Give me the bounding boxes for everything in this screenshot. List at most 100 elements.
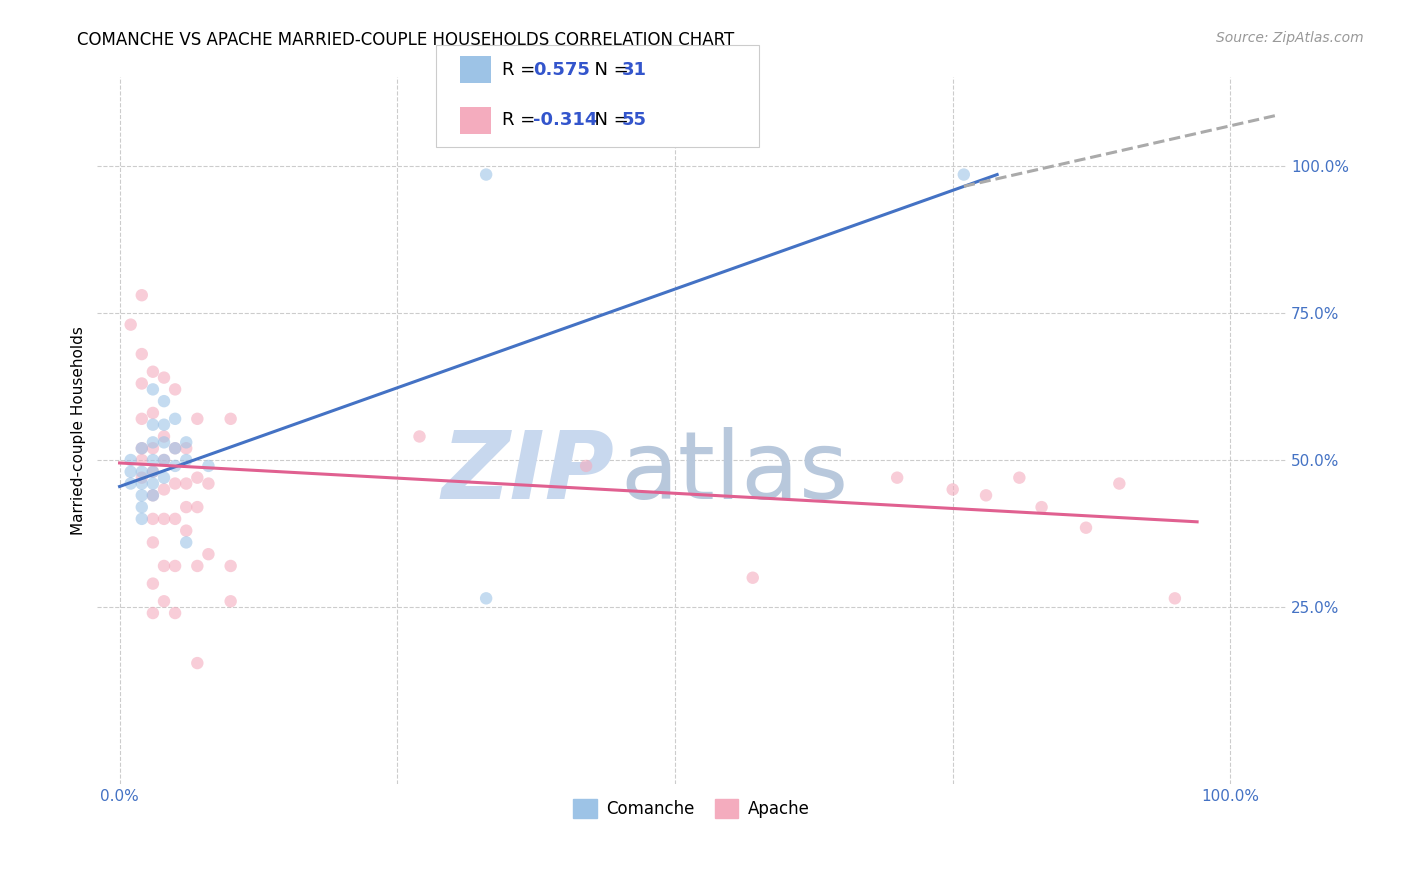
- Point: [142, 535, 165, 549]
- Point: [142, 606, 165, 620]
- Point: [942, 483, 965, 497]
- Point: [142, 576, 165, 591]
- Point: [153, 512, 176, 526]
- Text: 55: 55: [621, 112, 647, 129]
- Point: [165, 476, 187, 491]
- Point: [575, 458, 598, 473]
- Point: [131, 442, 153, 456]
- Point: [165, 558, 187, 573]
- Text: atlas: atlas: [620, 427, 849, 519]
- Point: [131, 465, 153, 479]
- Point: [131, 288, 153, 302]
- Point: [475, 168, 498, 182]
- Point: [952, 168, 974, 182]
- Point: [142, 417, 165, 432]
- Point: [165, 606, 187, 620]
- Point: [131, 476, 153, 491]
- Point: [174, 435, 197, 450]
- Point: [131, 347, 153, 361]
- Point: [186, 471, 208, 485]
- Point: [142, 453, 165, 467]
- Point: [219, 594, 242, 608]
- Point: [153, 453, 176, 467]
- Point: [142, 488, 165, 502]
- Point: [120, 318, 142, 332]
- Point: [165, 458, 187, 473]
- Point: [1008, 471, 1031, 485]
- Point: [153, 417, 176, 432]
- Point: [131, 488, 153, 502]
- Text: R =: R =: [502, 112, 541, 129]
- Point: [1108, 476, 1130, 491]
- Point: [1164, 591, 1187, 606]
- Point: [1074, 521, 1097, 535]
- Point: [219, 412, 242, 426]
- Point: [153, 594, 176, 608]
- Point: [120, 476, 142, 491]
- Point: [131, 471, 153, 485]
- Point: [131, 376, 153, 391]
- Point: [186, 412, 208, 426]
- Point: [174, 500, 197, 515]
- Legend: Comanche, Apache: Comanche, Apache: [567, 792, 817, 825]
- Point: [186, 558, 208, 573]
- Text: COMANCHE VS APACHE MARRIED-COUPLE HOUSEHOLDS CORRELATION CHART: COMANCHE VS APACHE MARRIED-COUPLE HOUSEH…: [77, 31, 734, 49]
- Point: [475, 591, 498, 606]
- Point: [974, 488, 997, 502]
- Point: [197, 547, 219, 561]
- Point: [153, 394, 176, 409]
- Point: [174, 535, 197, 549]
- Point: [142, 365, 165, 379]
- Point: [165, 512, 187, 526]
- Point: [153, 453, 176, 467]
- Point: [142, 406, 165, 420]
- Point: [219, 558, 242, 573]
- Text: -0.314: -0.314: [533, 112, 598, 129]
- Point: [142, 442, 165, 456]
- Point: [131, 500, 153, 515]
- Point: [142, 476, 165, 491]
- Point: [408, 429, 430, 443]
- Point: [165, 442, 187, 456]
- Point: [174, 442, 197, 456]
- Point: [153, 429, 176, 443]
- Point: [131, 512, 153, 526]
- Text: ZIP: ZIP: [441, 427, 614, 519]
- Point: [142, 465, 165, 479]
- Point: [131, 412, 153, 426]
- Point: [142, 512, 165, 526]
- Text: 0.575: 0.575: [533, 61, 589, 78]
- Point: [886, 471, 908, 485]
- Point: [142, 465, 165, 479]
- Point: [165, 442, 187, 456]
- Point: [174, 453, 197, 467]
- Point: [197, 476, 219, 491]
- Point: [120, 465, 142, 479]
- Point: [165, 412, 187, 426]
- Point: [197, 458, 219, 473]
- Point: [174, 476, 197, 491]
- Point: [741, 571, 763, 585]
- Text: Source: ZipAtlas.com: Source: ZipAtlas.com: [1216, 31, 1364, 45]
- Point: [142, 383, 165, 397]
- Y-axis label: Married-couple Households: Married-couple Households: [72, 326, 86, 535]
- Point: [153, 558, 176, 573]
- Point: [1031, 500, 1053, 515]
- Point: [165, 383, 187, 397]
- Point: [131, 442, 153, 456]
- Point: [120, 453, 142, 467]
- Text: N =: N =: [583, 61, 636, 78]
- Text: R =: R =: [502, 61, 541, 78]
- Point: [131, 453, 153, 467]
- Point: [153, 370, 176, 384]
- Point: [142, 435, 165, 450]
- Point: [153, 471, 176, 485]
- Text: N =: N =: [583, 112, 636, 129]
- Text: 31: 31: [621, 61, 647, 78]
- Point: [142, 488, 165, 502]
- Point: [186, 656, 208, 670]
- Point: [186, 500, 208, 515]
- Point: [153, 435, 176, 450]
- Point: [174, 524, 197, 538]
- Point: [153, 483, 176, 497]
